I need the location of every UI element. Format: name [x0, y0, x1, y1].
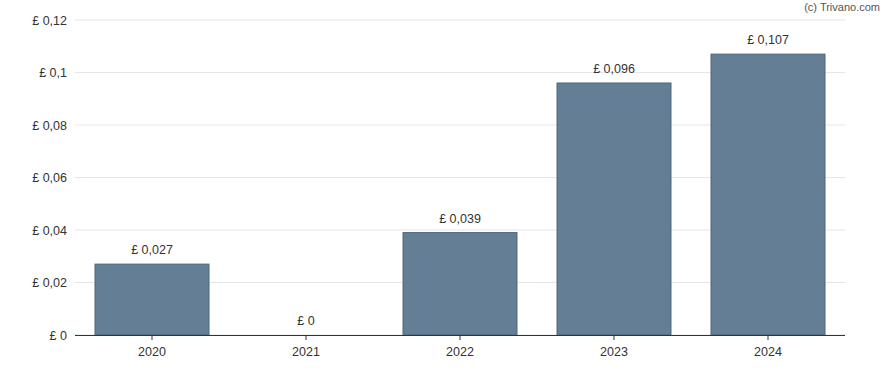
- x-tick: [306, 335, 307, 340]
- x-tick: [152, 335, 153, 340]
- bar: [249, 335, 363, 336]
- x-tick-label: 2024: [754, 345, 782, 359]
- x-tick: [614, 335, 615, 340]
- x-tick-label: 2022: [446, 345, 474, 359]
- chart: £ 0 £ 0,02 £ 0,04 £ 0,06 £ 0,08 £ 0,1 £ 0,12 £ …: [0, 0, 888, 370]
- y-tick-label: £ 0,06: [32, 171, 67, 185]
- bar: [711, 54, 825, 335]
- y-tick-label: £ 0,1: [39, 66, 67, 80]
- y-tick-label: £ 0,04: [32, 224, 67, 238]
- data-label: £ 0,107: [747, 33, 789, 47]
- bars: [95, 54, 825, 335]
- x-tick: [768, 335, 769, 340]
- data-label: £ 0,027: [131, 243, 173, 257]
- bar: [557, 83, 671, 335]
- x-tick-label: 2023: [600, 345, 628, 359]
- y-tick-label: £ 0,02: [32, 276, 67, 290]
- bar: [403, 233, 517, 335]
- data-label: £ 0,096: [593, 62, 635, 76]
- x-tick-label: 2020: [138, 345, 166, 359]
- bar: [95, 264, 209, 335]
- data-label: £ 0: [297, 314, 314, 328]
- y-tick-label: £ 0,12: [32, 14, 67, 28]
- y-tick-label: £ 0,08: [32, 119, 67, 133]
- grid-line: [75, 20, 845, 21]
- data-label: £ 0,039: [439, 212, 481, 226]
- x-tick: [460, 335, 461, 340]
- y-tick-label: £ 0: [50, 329, 67, 343]
- credit: (c) Trivano.com: [804, 1, 880, 13]
- x-tick-label: 2021: [292, 345, 320, 359]
